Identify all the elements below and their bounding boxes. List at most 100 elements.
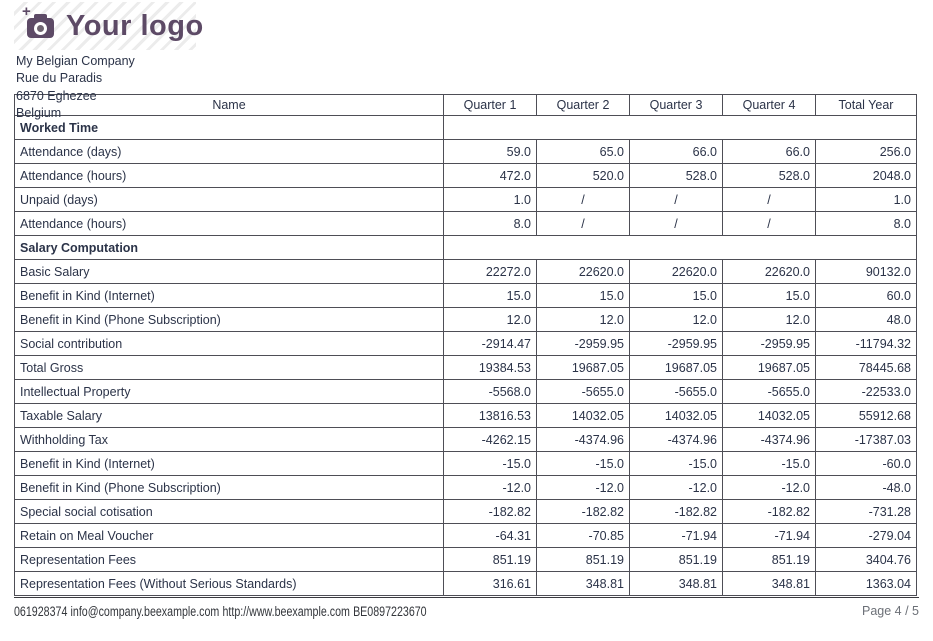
value-cell: 520.0 [536, 163, 630, 188]
value-cell: -5655.0 [722, 379, 816, 404]
footer-website: http://www.beexample.com [222, 604, 350, 619]
column-header-q4: Quarter 4 [722, 94, 816, 116]
report-footer: 061928374 info@company.beexample.com http:… [14, 604, 919, 619]
row-name-cell: Withholding Tax [14, 427, 444, 452]
value-cell: 19384.53 [443, 355, 537, 380]
section-row: Worked Time [14, 115, 917, 140]
section-empty-cell [443, 235, 917, 260]
value-cell: 55912.68 [815, 403, 917, 428]
value-cell: -12.0 [443, 475, 537, 500]
value-cell: -11794.32 [815, 331, 917, 356]
value-cell: -71.94 [629, 523, 723, 548]
table-row: Benefit in Kind (Internet) 15.0 15.0 15.0 15… [14, 283, 917, 308]
value-cell: 19687.05 [722, 355, 816, 380]
value-cell: 60.0 [815, 283, 917, 308]
value-cell: -2959.95 [722, 331, 816, 356]
company-name: My Belgian Company [16, 54, 135, 68]
section-empty-cell [443, 115, 917, 140]
value-cell: 348.81 [722, 571, 816, 596]
value-cell: 13816.53 [443, 403, 537, 428]
column-header-q2: Quarter 2 [536, 94, 630, 116]
value-cell: -182.82 [443, 499, 537, 524]
value-cell: / [536, 187, 630, 212]
value-cell: 12.0 [629, 307, 723, 332]
value-cell: 2048.0 [815, 163, 917, 188]
table-row: Benefit in Kind (Phone Subscription) -12.… [14, 475, 917, 500]
value-cell: / [722, 187, 816, 212]
value-cell: 22620.0 [536, 259, 630, 284]
value-cell: -279.04 [815, 523, 917, 548]
value-cell: -17387.03 [815, 427, 917, 452]
table-row: Retain on Meal Voucher -64.31 -70.85 -71.94… [14, 523, 917, 548]
table-row: Attendance (days) 59.0 65.0 66.0 66.0 256.0 [14, 139, 917, 164]
row-name-cell: Salary Computation [14, 235, 444, 260]
table-row: Social contribution -2914.47 -2959.95 -2959… [14, 331, 917, 356]
company-address: My Belgian Company Rue du Paradis 6870 E… [16, 53, 135, 122]
value-cell: -71.94 [722, 523, 816, 548]
value-cell: -4374.96 [536, 427, 630, 452]
value-cell: -2914.47 [443, 331, 537, 356]
value-cell: / [536, 211, 630, 236]
column-header-total: Total Year [815, 94, 917, 116]
section-row: Salary Computation [14, 235, 917, 260]
value-cell: 1.0 [443, 187, 537, 212]
table-row: Basic Salary 22272.0 22620.0 22620.0 22620.0… [14, 259, 917, 284]
value-cell: 59.0 [443, 139, 537, 164]
value-cell: / [722, 211, 816, 236]
row-name-cell: Basic Salary [14, 259, 444, 284]
table-row: Taxable Salary 13816.53 14032.05 14032.05 14… [14, 403, 917, 428]
value-cell: -12.0 [536, 475, 630, 500]
value-cell: -60.0 [815, 451, 917, 476]
value-cell: 15.0 [443, 283, 537, 308]
value-cell: -48.0 [815, 475, 917, 500]
column-header-q1: Quarter 1 [443, 94, 537, 116]
value-cell: 528.0 [722, 163, 816, 188]
value-cell: 8.0 [443, 211, 537, 236]
value-cell: -182.82 [536, 499, 630, 524]
value-cell: 66.0 [722, 139, 816, 164]
table-row: Representation Fees 851.19 851.19 851.19 851… [14, 547, 917, 572]
value-cell: / [629, 187, 723, 212]
row-name-cell: Representation Fees (Without Serious Sta… [14, 571, 444, 596]
value-cell: 19687.05 [536, 355, 630, 380]
footer-divider [14, 597, 919, 598]
value-cell: 22272.0 [443, 259, 537, 284]
table-header-row: Name Quarter 1 Quarter 2 Quarter 3 Quart… [14, 94, 917, 116]
value-cell: -4374.96 [722, 427, 816, 452]
footer-email: info@company.beexample.com [70, 604, 220, 619]
value-cell: 78445.68 [815, 355, 917, 380]
table-row: Intellectual Property -5568.0 -5655.0 -5655… [14, 379, 917, 404]
footer-phone: 061928374 [14, 604, 68, 619]
value-cell: -182.82 [629, 499, 723, 524]
value-cell: 14032.05 [629, 403, 723, 428]
value-cell: -22533.0 [815, 379, 917, 404]
value-cell: 65.0 [536, 139, 630, 164]
row-name-cell: Benefit in Kind (Phone Subscription) [14, 475, 444, 500]
payslip-table: Name Quarter 1 Quarter 2 Quarter 3 Quart… [14, 94, 917, 596]
value-cell: 316.61 [443, 571, 537, 596]
table-row: Attendance (hours) 8.0///8.0 [14, 211, 917, 236]
value-cell: 14032.05 [536, 403, 630, 428]
value-cell: 66.0 [629, 139, 723, 164]
value-cell: 22620.0 [722, 259, 816, 284]
row-name-cell: Benefit in Kind (Internet) [14, 283, 444, 308]
row-name-cell: Representation Fees [14, 547, 444, 572]
footer-contact: 061928374 info@company.beexample.com http:… [14, 604, 430, 619]
row-name-cell: Retain on Meal Voucher [14, 523, 444, 548]
table-row: Unpaid (days) 1.0///1.0 [14, 187, 917, 212]
value-cell: -5655.0 [536, 379, 630, 404]
row-name-cell: Benefit in Kind (Internet) [14, 451, 444, 476]
value-cell: -2959.95 [536, 331, 630, 356]
table-row: Special social cotisation -182.82 -182.82-… [14, 499, 917, 524]
value-cell: 15.0 [536, 283, 630, 308]
value-cell: -5568.0 [443, 379, 537, 404]
logo-text: Your logo [66, 9, 204, 42]
column-header-q3: Quarter 3 [629, 94, 723, 116]
row-name-cell: Unpaid (days) [14, 187, 444, 212]
row-name-cell: Taxable Salary [14, 403, 444, 428]
value-cell: 348.81 [629, 571, 723, 596]
value-cell: 12.0 [722, 307, 816, 332]
payslip-table-body: Worked Time Attendance (days) 59.0 65.0 66.0… [14, 115, 917, 596]
company-street: Rue du Paradis [16, 71, 103, 86]
